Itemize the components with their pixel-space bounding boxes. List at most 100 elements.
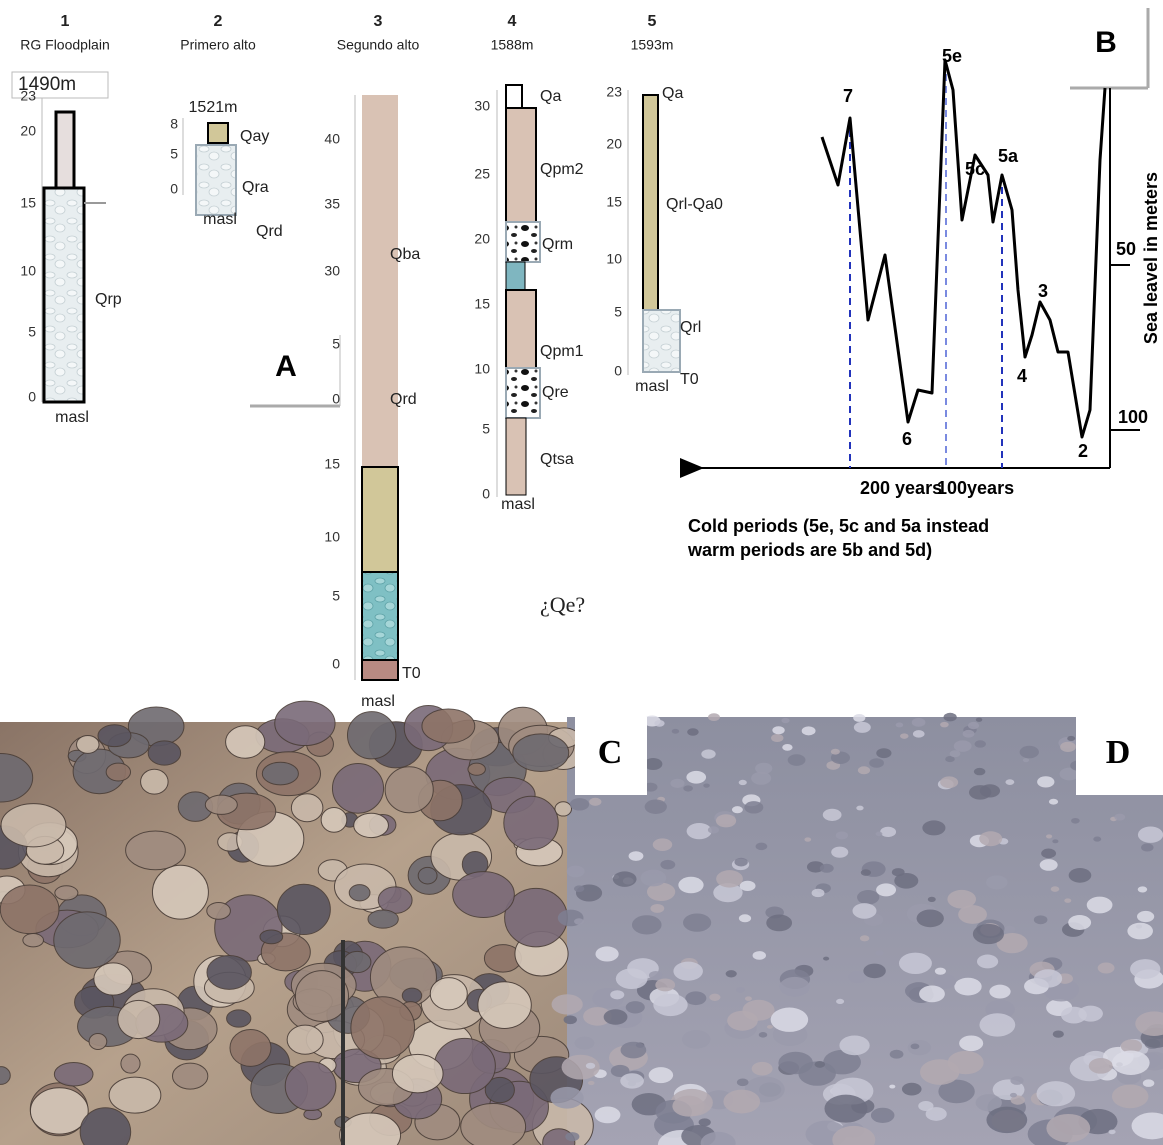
pebble <box>973 767 986 776</box>
pebble <box>869 758 884 768</box>
tick-label: 23 <box>606 84 622 100</box>
column-name: Primero alto <box>180 37 256 53</box>
pebble <box>771 733 784 743</box>
pebble <box>1130 959 1161 979</box>
pebble <box>954 977 982 996</box>
pebble <box>875 831 883 837</box>
unit-box <box>505 221 541 263</box>
pebble <box>1112 1050 1150 1075</box>
pebble <box>880 826 897 838</box>
datum: masl <box>635 378 669 395</box>
pebble <box>1022 758 1030 763</box>
unit-box <box>505 289 537 369</box>
pebble <box>429 977 468 1011</box>
pebble <box>339 1112 402 1145</box>
tick-label: 30 <box>324 263 340 279</box>
unit-label: Qpm1 <box>540 343 584 360</box>
tick-label: 0 <box>332 391 340 407</box>
pebble <box>140 768 169 795</box>
pebble <box>554 801 573 817</box>
pebble <box>853 721 871 733</box>
pebble <box>259 929 284 945</box>
pebble <box>569 798 590 811</box>
tick-label: 15 <box>606 194 622 210</box>
pebble <box>654 720 665 727</box>
pebble <box>563 1015 577 1025</box>
pebble <box>918 1101 934 1111</box>
pebble <box>503 795 559 851</box>
pebble <box>723 1089 761 1114</box>
pebble <box>583 1007 612 1026</box>
pebble <box>683 913 712 932</box>
pebble <box>620 1073 644 1089</box>
pebble <box>863 963 886 979</box>
pebble <box>294 970 349 1022</box>
pebble <box>377 886 413 914</box>
pebble <box>801 726 816 736</box>
tick-label: 10 <box>474 361 490 377</box>
pebble <box>804 837 812 842</box>
pebble <box>391 1053 444 1094</box>
pebble <box>823 956 830 961</box>
pebble <box>848 971 867 983</box>
sea-level-curve <box>820 58 1107 439</box>
pebble <box>655 978 676 992</box>
pebble <box>822 808 842 821</box>
pebble <box>919 1059 960 1085</box>
tick-label: 8 <box>170 116 178 132</box>
pebble <box>698 1118 711 1127</box>
unit-box <box>195 144 237 216</box>
panel-label: C <box>598 734 623 771</box>
pebble <box>566 865 585 878</box>
pebble <box>1019 745 1039 759</box>
pebble <box>922 820 946 836</box>
pebble <box>54 885 79 901</box>
elevation: 1490m <box>18 74 76 95</box>
datum: masl <box>361 693 395 710</box>
column-name: 1593m <box>631 37 674 53</box>
unit-label: T0 <box>402 665 421 682</box>
pebble <box>967 721 980 730</box>
unit-box <box>642 94 659 311</box>
pebble <box>88 1033 108 1050</box>
label-box-c <box>575 717 647 795</box>
pebble <box>1060 741 1076 753</box>
caption: Cold periods (5e, 5c and 5a instead <box>688 516 989 536</box>
pebble <box>1005 779 1015 785</box>
pebble <box>736 987 745 993</box>
pebble <box>859 935 870 942</box>
tick-label: 20 <box>474 231 490 247</box>
pebble <box>1037 776 1055 788</box>
pebble <box>1036 1081 1076 1107</box>
pebble <box>894 872 919 889</box>
pebble <box>417 866 438 885</box>
pebble <box>701 749 716 759</box>
tick-label: 0 <box>482 486 490 502</box>
pebble <box>610 990 625 1000</box>
unit-box <box>361 571 399 661</box>
pebble <box>105 762 132 782</box>
unit-box <box>361 466 399 573</box>
time-label: 200 years <box>860 478 942 498</box>
pebble <box>350 996 416 1060</box>
tick-label: 10 <box>606 251 622 267</box>
column-number: 3 <box>374 13 383 30</box>
pebble <box>615 968 648 990</box>
pebble <box>1041 848 1057 859</box>
caption: warm periods are 5b and 5d) <box>687 540 932 560</box>
stage-label: 3 <box>1038 281 1048 301</box>
pebble <box>727 1010 758 1031</box>
pebble <box>108 1076 162 1114</box>
pebble <box>225 725 266 759</box>
pebble <box>550 1086 584 1109</box>
pebble <box>940 721 949 728</box>
unit-label: Qrd <box>256 223 283 240</box>
pebble <box>736 1078 749 1087</box>
pebble <box>687 728 699 736</box>
pebbles-c <box>0 700 594 1145</box>
pebble <box>331 762 385 814</box>
pebble <box>772 726 785 735</box>
pebble <box>574 885 585 893</box>
pebble <box>938 1079 975 1104</box>
pebble <box>652 838 673 852</box>
